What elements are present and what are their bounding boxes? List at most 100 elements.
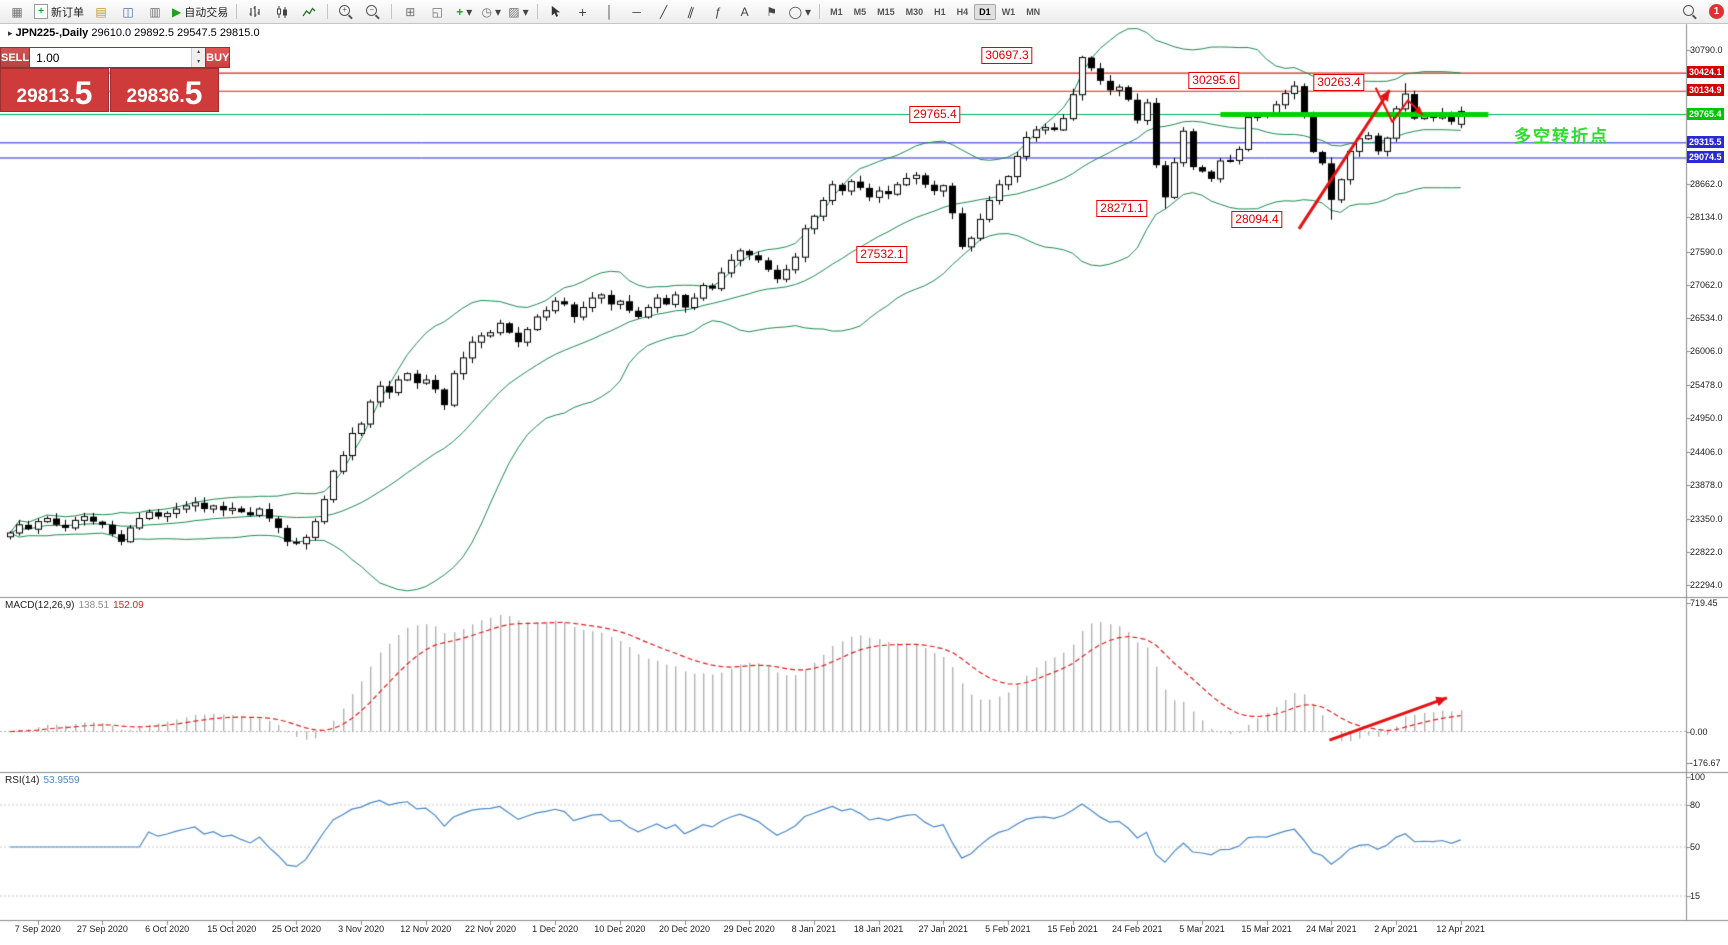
new-order-label: 新订单 xyxy=(51,6,84,19)
price-annotation-label[interactable]: 28094.4 xyxy=(1231,210,1283,228)
crosshair-button[interactable]: + xyxy=(570,2,596,22)
charts-icon: ▦ xyxy=(11,4,23,19)
text-button[interactable]: A xyxy=(732,2,758,22)
chevron-down-icon: ▾ xyxy=(494,4,501,19)
market-watch-button[interactable]: ▤ xyxy=(88,2,114,22)
new-order-button[interactable]: + 新订单 xyxy=(31,2,87,22)
toolbar-separator xyxy=(819,4,821,19)
zoom-in-button[interactable]: + xyxy=(333,2,359,22)
time-axis-label: 27 Jan 2021 xyxy=(918,924,969,934)
navigator-icon: ▥ xyxy=(149,4,161,19)
auto-trading-button[interactable]: ▶ 自动交易 xyxy=(169,2,231,22)
price-annotation-label[interactable]: 29765.4 xyxy=(909,105,961,123)
time-axis-label: 5 Mar 2021 xyxy=(1179,924,1225,934)
buy-button[interactable]: BUY xyxy=(205,47,231,68)
text-label-button[interactable]: ⚑ xyxy=(759,2,785,22)
vertical-line-button[interactable]: │ xyxy=(597,2,623,22)
indicator-axis-label: 15 xyxy=(1690,891,1701,901)
toolbar-separator xyxy=(327,4,329,19)
zoom-out-icon: − xyxy=(366,5,378,16)
crosshair-icon: + xyxy=(578,3,587,20)
charts-button[interactable]: ▦ xyxy=(4,2,30,22)
price-axis-label: 28134.0 xyxy=(1690,212,1723,223)
timeframe-m5-button[interactable]: M5 xyxy=(853,6,867,17)
one-click-trading-panel: SELL ▴ ▾ BUY 29813.5 29836.5 xyxy=(0,47,231,112)
zoom-out-button[interactable]: − xyxy=(360,2,386,22)
zoom-in-icon: + xyxy=(339,5,351,16)
ohlc-values: 29610.0 29892.5 29547.5 29815.0 xyxy=(91,27,260,39)
toolbar-separator xyxy=(391,4,393,19)
channel-button[interactable]: ∥ xyxy=(678,2,704,22)
chart-ohlc-info: ▸ JPN225-,Daily 29610.0 29892.5 29547.5 2… xyxy=(8,27,260,39)
timeframe-h4-button[interactable]: H4 xyxy=(956,6,969,17)
turning-point-note[interactable]: 多空转折点 xyxy=(1514,127,1609,146)
cascade-windows-icon: ◱ xyxy=(431,4,443,19)
text-icon: A xyxy=(740,4,749,19)
timeframe-h1-button[interactable]: H1 xyxy=(934,6,946,17)
indicators-button[interactable]: + ▾ xyxy=(451,2,477,22)
search-button[interactable] xyxy=(1677,2,1703,22)
price-axis-label: 22294.0 xyxy=(1690,580,1723,590)
time-axis-label: 10 Dec 2020 xyxy=(594,924,646,934)
time-axis-label: 15 Mar 2021 xyxy=(1241,924,1292,934)
periods-button[interactable]: ◷ ▾ xyxy=(478,2,504,22)
price-axis-label: 26006.0 xyxy=(1690,346,1723,357)
buy-price[interactable]: 29836. 5 xyxy=(110,68,219,112)
tile-windows-button[interactable]: ⊞ xyxy=(397,2,423,22)
auto-trading-label: 自动交易 xyxy=(184,6,229,19)
indicator-axis-label: 80 xyxy=(1690,800,1701,810)
vertical-line-icon: │ xyxy=(605,4,614,19)
price-annotation-label[interactable]: 30697.3 xyxy=(981,46,1033,64)
sell-price[interactable]: 29813. 5 xyxy=(0,68,109,112)
time-axis-label: 7 Sep 2020 xyxy=(14,924,61,934)
price-annotation-label[interactable]: 27532.1 xyxy=(856,246,908,264)
volume-input[interactable] xyxy=(30,48,192,67)
buy-price-big-digit: 5 xyxy=(184,75,203,111)
shapes-button[interactable]: ◯ ▾ xyxy=(786,2,814,22)
trendline-icon: ╱ xyxy=(659,4,668,19)
data-window-button[interactable]: ◫ xyxy=(115,2,141,22)
rsi-value: 53.9559 xyxy=(43,775,80,786)
timeframe-d1-button[interactable]: D1 xyxy=(974,3,996,20)
fibonacci-button[interactable]: ƒ xyxy=(705,2,731,22)
price-annotation-label[interactable]: 30263.4 xyxy=(1313,74,1365,92)
price-annotation-label[interactable]: 28271.1 xyxy=(1096,199,1148,217)
horizontal-line-button[interactable]: ─ xyxy=(624,2,650,22)
templates-button[interactable]: ▨ ▾ xyxy=(505,2,531,22)
timeframe-m15-button[interactable]: M15 xyxy=(877,6,895,17)
cursor-icon xyxy=(551,5,561,17)
volume-increase-button[interactable]: ▴ xyxy=(192,48,206,58)
candlestick-chart-button[interactable] xyxy=(269,2,295,22)
indicator-axis-label: 0.00 xyxy=(1690,726,1708,737)
timeframe-w1-button[interactable]: W1 xyxy=(1001,6,1016,17)
rsi-name: RSI(14) xyxy=(5,775,40,786)
volume-decrease-button[interactable]: ▾ xyxy=(192,57,206,67)
new-order-icon: + xyxy=(34,4,48,19)
trendline-button[interactable]: ╱ xyxy=(651,2,677,22)
navigator-button[interactable]: ▥ xyxy=(142,2,168,22)
price-axis-label: 27062.0 xyxy=(1690,279,1723,290)
timeframe-m30-button[interactable]: M30 xyxy=(905,6,924,17)
line-chart-button[interactable] xyxy=(296,2,322,22)
timeframe-m1-button[interactable]: M1 xyxy=(830,6,843,17)
sell-button[interactable]: SELL xyxy=(0,47,31,68)
sell-price-main: 29813. xyxy=(16,86,75,107)
price-annotation-label[interactable]: 30295.6 xyxy=(1188,72,1240,90)
time-axis-label: 12 Apr 2021 xyxy=(1436,924,1485,934)
notification-badge[interactable]: 1 xyxy=(1709,4,1724,19)
horizontal-line-icon: ─ xyxy=(632,4,641,19)
cascade-windows-button[interactable]: ◱ xyxy=(424,2,450,22)
bar-chart-button[interactable] xyxy=(242,2,268,22)
cursor-button[interactable] xyxy=(543,2,569,22)
time-axis-label: 5 Feb 2021 xyxy=(985,924,1031,934)
add-indicator-icon: + xyxy=(456,4,464,19)
toolbar-separator xyxy=(536,4,538,19)
chevron-down-icon: ▾ xyxy=(805,4,812,19)
time-axis-label: 24 Feb 2021 xyxy=(1111,924,1163,934)
timeframe-mn-button[interactable]: MN xyxy=(1026,6,1041,17)
price-axis-label: 22822.0 xyxy=(1690,546,1723,557)
